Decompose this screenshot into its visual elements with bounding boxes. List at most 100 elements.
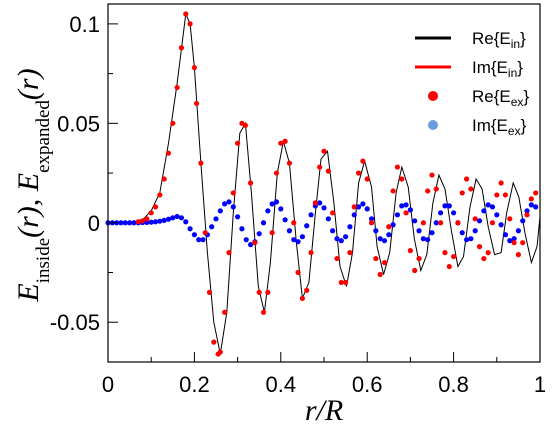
data-point-im-ex: [472, 228, 478, 234]
data-point-im-ex: [416, 228, 422, 234]
data-point-im-ex: [196, 237, 202, 243]
x-tick-label: 0.2: [179, 372, 210, 397]
data-point-re-ex: [459, 190, 465, 196]
data-point-re-ex: [299, 295, 305, 301]
data-point-im-ex: [433, 220, 439, 226]
x-tick-label: 1: [534, 372, 546, 397]
data-point-im-ex: [463, 237, 470, 243]
data-point-re-ex: [515, 252, 522, 258]
data-point-re-ex: [295, 269, 301, 276]
data-point-re-ex: [485, 250, 491, 256]
data-point-im-ex: [330, 228, 336, 234]
data-point-re-ex: [451, 253, 457, 260]
data-point-re-ex: [135, 219, 141, 225]
data-point-re-ex: [399, 176, 405, 182]
data-point-im-ex: [412, 218, 418, 224]
data-point-re-ex: [489, 220, 496, 226]
data-point-re-ex: [364, 176, 370, 182]
y-axis-label-e1: E: [12, 283, 45, 302]
data-point-re-ex: [481, 255, 487, 262]
data-point-im-ex: [217, 208, 223, 214]
data-point-im-ex: [308, 212, 314, 218]
data-point-re-ex: [260, 309, 267, 315]
data-point-im-ex: [265, 208, 271, 214]
data-point-im-ex: [152, 219, 159, 225]
y-axis-label-sub1: inside: [33, 238, 54, 283]
data-point-im-ex: [381, 238, 388, 244]
data-point-im-ex: [213, 216, 219, 222]
data-point-im-ex: [286, 228, 293, 234]
data-point-re-ex: [247, 180, 254, 186]
series-line-re-in: [107, 12, 541, 355]
x-tick-label: 0.4: [266, 372, 297, 397]
y-axis-label-arg2: (r): [12, 68, 45, 100]
data-point-re-ex: [317, 164, 323, 170]
data-point-im-ex: [148, 219, 154, 225]
data-point-im-ex: [386, 232, 392, 238]
data-point-im-ex: [515, 228, 522, 234]
data-point-re-ex: [330, 210, 336, 216]
y-axis-label-arg1: (r),: [12, 191, 45, 238]
data-point-re-ex: [507, 216, 513, 222]
data-point-im-ex: [178, 215, 185, 221]
data-point-re-ex: [528, 196, 534, 202]
data-point-im-ex: [235, 214, 241, 220]
data-point-im-ex: [247, 242, 254, 248]
data-point-re-ex: [425, 188, 431, 194]
data-point-re-ex: [269, 230, 275, 236]
data-point-im-ex: [429, 230, 435, 236]
data-point-re-ex: [373, 255, 379, 262]
data-point-re-ex: [520, 240, 526, 246]
data-point-re-ex: [533, 190, 539, 196]
data-point-im-ex: [446, 203, 452, 209]
data-point-re-ex: [222, 309, 228, 315]
data-point-im-ex: [533, 204, 539, 210]
data-point-re-ex: [511, 240, 517, 246]
axes: 0 0.2 0.4 0.6 0.8 1 -0.05 0 0.05 0.1: [50, 3, 546, 397]
data-point-re-ex: [144, 216, 150, 222]
data-point-im-ex: [355, 204, 362, 210]
data-point-im-ex: [498, 222, 504, 228]
data-point-im-ex: [230, 204, 236, 210]
data-point-re-ex: [139, 218, 146, 224]
data-point-im-ex: [118, 220, 124, 226]
data-point-re-ex: [386, 224, 392, 230]
data-point-re-ex: [235, 140, 241, 146]
data-point-re-ex: [347, 250, 353, 256]
x-axis-label: r/R: [305, 394, 343, 427]
data-point-im-ex: [165, 216, 172, 222]
data-point-re-ex: [304, 287, 310, 293]
y-axis-label-e2: E: [12, 173, 45, 192]
data-point-re-ex: [161, 176, 167, 182]
data-point-im-ex: [317, 200, 323, 206]
data-point-im-ex: [222, 201, 228, 207]
data-point-re-ex: [217, 349, 223, 355]
data-point-re-ex: [433, 186, 439, 192]
data-point-im-ex: [368, 216, 375, 222]
data-point-im-ex: [343, 234, 349, 240]
data-point-im-ex: [291, 237, 297, 243]
data-point-re-ex: [252, 240, 258, 246]
data-point-im-ex: [373, 228, 379, 234]
data-point-im-ex: [127, 220, 133, 226]
data-point-re-ex: [355, 170, 362, 176]
data-point-im-ex: [481, 208, 487, 214]
data-point-re-ex: [191, 65, 197, 71]
data-point-im-ex: [511, 236, 517, 242]
data-point-re-ex: [390, 188, 396, 194]
data-point-im-ex: [489, 204, 496, 210]
data-point-re-ex: [381, 259, 388, 266]
data-point-im-ex: [200, 237, 206, 243]
data-point-re-ex: [312, 200, 318, 206]
data-point-re-ex: [230, 190, 236, 196]
data-point-im-ex: [278, 206, 284, 212]
data-point-re-ex: [174, 84, 180, 91]
y-axis-label: Einside(r), Eexpanded(r): [12, 68, 54, 302]
data-point-im-ex: [243, 237, 249, 243]
data-point-re-ex: [211, 339, 217, 345]
data-point-im-ex: [131, 220, 137, 226]
data-point-re-ex: [198, 160, 204, 166]
data-point-re-ex: [256, 289, 262, 295]
data-point-re-ex: [442, 250, 448, 256]
